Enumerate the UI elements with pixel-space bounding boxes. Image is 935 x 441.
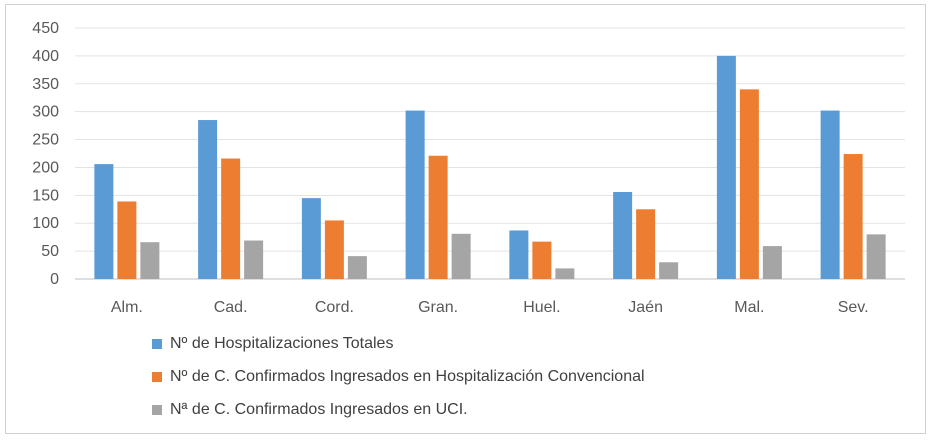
bar-mal-series-3	[762, 246, 782, 279]
y-tick-label: 250	[32, 132, 59, 149]
bar-cad-series-1	[198, 120, 218, 280]
bar-gran-series-3	[451, 233, 471, 279]
bar-sev-series-1	[820, 110, 840, 279]
legend: Nº de Hospitalizaciones Totales Nº de C.…	[152, 327, 645, 426]
chart-frame	[5, 4, 926, 434]
bar-cord-series-1	[301, 198, 321, 279]
y-tick-label: 450	[32, 20, 59, 37]
bar-alm-series-1	[94, 164, 114, 279]
bar-alm-series-3	[140, 242, 160, 279]
legend-swatch-orange	[152, 371, 162, 382]
legend-swatch-blue	[152, 338, 162, 349]
x-tick-label: Gran.	[418, 299, 458, 316]
x-tick-label: Sev.	[838, 299, 869, 316]
bar-sev-series-2	[843, 154, 863, 279]
y-tick-label: 200	[32, 159, 59, 176]
bar-huel-series-3	[555, 268, 575, 279]
legend-item-hospitalizaciones-totales: Nº de Hospitalizaciones Totales	[152, 327, 645, 360]
x-tick-label: Cad.	[214, 299, 248, 316]
y-tick-label: 350	[32, 76, 59, 93]
bar-huel-series-1	[509, 230, 529, 279]
y-axis-ticks: 0 50 100 150 200 250 300 350 400 450	[32, 20, 59, 288]
bar-cord-series-2	[324, 220, 344, 279]
bar-mal-series-1	[716, 55, 736, 280]
y-tick-label: 150	[32, 187, 59, 204]
y-tick-label: 400	[32, 48, 59, 65]
legend-label: Nº de Hospitalizaciones Totales	[170, 334, 394, 352]
bar-gran-series-1	[405, 110, 425, 279]
legend-item-hospitalizacion-convencional: Nº de C. Confirmados Ingresados en Hospi…	[152, 360, 645, 393]
y-tick-label: 100	[32, 215, 59, 232]
bar-jaén-series-1	[613, 191, 633, 279]
x-axis-ticks: Alm. Cad. Cord. Gran. Huel. Jaén Mal. Sev.	[111, 299, 869, 316]
bar-gran-series-2	[428, 155, 448, 279]
x-tick-label: Mal.	[734, 299, 764, 316]
y-tick-label: 300	[32, 104, 59, 121]
x-tick-label: Cord.	[315, 299, 354, 316]
bar-cad-series-2	[221, 158, 241, 279]
bar-mal-series-2	[739, 89, 759, 279]
bar-huel-series-2	[532, 241, 552, 279]
y-tick-label: 50	[41, 243, 59, 260]
legend-item-uci: Nª de C. Confirmados Ingresados en UCI.	[152, 393, 645, 426]
bar-jaén-series-2	[636, 209, 656, 279]
bar-sev-series-3	[866, 234, 886, 279]
x-tick-label: Jaén	[628, 299, 663, 316]
bars	[94, 55, 886, 280]
x-tick-label: Alm.	[111, 299, 143, 316]
bar-jaén-series-3	[659, 262, 679, 279]
legend-swatch-gray	[152, 404, 162, 415]
y-tick-label: 0	[50, 271, 59, 288]
x-tick-label: Huel.	[523, 299, 560, 316]
bar-cord-series-3	[347, 256, 367, 279]
legend-label: Nª de C. Confirmados Ingresados en UCI.	[170, 400, 468, 418]
bar-cad-series-3	[244, 240, 264, 279]
legend-label: Nº de C. Confirmados Ingresados en Hospi…	[170, 367, 645, 385]
bar-alm-series-2	[117, 201, 137, 279]
